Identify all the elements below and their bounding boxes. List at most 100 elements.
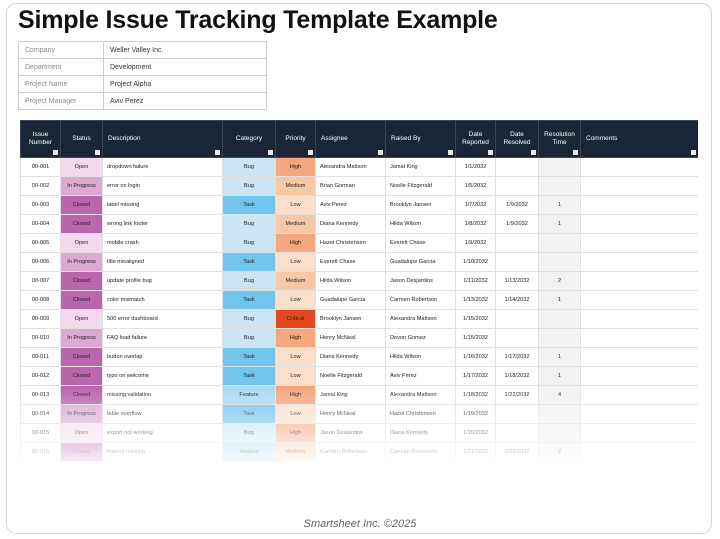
- cell: Carmen Robertson: [385, 290, 456, 310]
- cell: Jason Desjardins: [315, 423, 386, 443]
- cell: Closed: [60, 385, 103, 405]
- cell: Low: [275, 252, 316, 272]
- cell: wrong link footer: [102, 214, 223, 234]
- cell: [495, 233, 539, 253]
- cell: Critical: [275, 309, 316, 329]
- cell: table overflow: [102, 404, 223, 424]
- cell: Bug: [222, 328, 276, 348]
- cell: 1/15/2032: [455, 309, 496, 329]
- cell: [538, 309, 581, 329]
- cell: [495, 157, 539, 177]
- cell: 1/11/2032: [455, 271, 496, 291]
- cell: error on login: [102, 176, 223, 196]
- cell: Brian Gorman: [315, 176, 386, 196]
- issue-row: 00-006 In Progress title misaligned Task Low…: [20, 252, 699, 272]
- cell: 1/19/2032: [455, 404, 496, 424]
- cell: Alexandra Mattson: [385, 309, 456, 329]
- cell: 00-016: [20, 442, 61, 462]
- cell: 1/22/2032: [495, 385, 539, 405]
- issue-row: 00-008 Closed color mismatch Task Low Guadalu…: [20, 290, 699, 310]
- cell: Bug: [222, 176, 276, 196]
- cell: Closed: [60, 347, 103, 367]
- cell: 500 error dashboard: [102, 309, 223, 329]
- cell: 1: [538, 195, 581, 215]
- cell: feature missing: [102, 442, 223, 462]
- cell: 00-013: [20, 385, 61, 405]
- cell: 1/15/2032: [455, 328, 496, 348]
- cell: Bug: [222, 309, 276, 329]
- cell: Task: [222, 252, 276, 272]
- cell: [538, 252, 581, 272]
- cell: Medium: [275, 271, 316, 291]
- cell: Aviv Perez: [385, 366, 456, 386]
- cell: Closed: [60, 214, 103, 234]
- filter-icon: [215, 150, 220, 155]
- cell: In Progress: [60, 328, 103, 348]
- cell: Jason Desjardins: [385, 271, 456, 291]
- table-wrap: Issue Number Status Description Category Pri…: [20, 120, 699, 462]
- cell: [538, 157, 581, 177]
- cell: Hazel Christensen: [315, 233, 386, 253]
- cell: Jamal King: [385, 157, 456, 177]
- cell: Task: [222, 347, 276, 367]
- cell: [495, 252, 539, 272]
- cell: 1/1/2032: [455, 157, 496, 177]
- info-label: Project Manager: [18, 92, 104, 110]
- cell: 1/7/2032: [455, 195, 496, 215]
- cell: label missing: [102, 195, 223, 215]
- cell: Low: [275, 404, 316, 424]
- cell: Diana Kennedy: [315, 347, 386, 367]
- cell: 00-009: [20, 309, 61, 329]
- cell: [580, 366, 699, 386]
- filter-icon: [531, 150, 536, 155]
- issue-row: 00-014 In Progress table overflow Task Low He…: [20, 404, 699, 424]
- info-row: Project Manager Aviv Perez: [18, 92, 267, 110]
- cell: 00-012: [20, 366, 61, 386]
- cell: Low: [275, 195, 316, 215]
- info-row: Project Name Project Alpha: [18, 75, 267, 93]
- column-header: Resolution Time: [538, 120, 581, 158]
- cell: 00-001: [20, 157, 61, 177]
- cell: 1: [538, 214, 581, 234]
- cell: color mismatch: [102, 290, 223, 310]
- column-header: Description: [102, 120, 223, 158]
- cell: 00-008: [20, 290, 61, 310]
- cell: [580, 233, 699, 253]
- cell: 1/16/2032: [455, 347, 496, 367]
- column-header: Comments: [580, 120, 699, 158]
- cell: Low: [275, 347, 316, 367]
- footer: Smartsheet Inc. ©2025: [303, 518, 417, 530]
- cell: 1/17/2032: [495, 347, 539, 367]
- cell: In Progress: [60, 176, 103, 196]
- cell: Hilda Wilson: [315, 271, 386, 291]
- info-label: Project Name: [18, 75, 104, 93]
- cell: 00-003: [20, 195, 61, 215]
- cell: High: [275, 233, 316, 253]
- info-row: Company Weller Valley Inc.: [18, 41, 267, 59]
- cell: Bug: [222, 214, 276, 234]
- cell: Everett Chase: [385, 233, 456, 253]
- issue-row: 00-013 Closed missing validation Feature Hig…: [20, 385, 699, 405]
- cell: Diana Kennedy: [385, 423, 456, 443]
- cell: High: [275, 423, 316, 443]
- cell: Alexandra Mattson: [315, 157, 386, 177]
- cell: [580, 347, 699, 367]
- cell: Open: [60, 309, 103, 329]
- cell: export not working: [102, 423, 223, 443]
- cell: [538, 404, 581, 424]
- cell: Closed: [60, 290, 103, 310]
- cell: [580, 176, 699, 196]
- filter-icon: [448, 150, 453, 155]
- cell: Alexandra Mattson: [385, 385, 456, 405]
- cell: Bug: [222, 233, 276, 253]
- info-value: Development: [103, 58, 267, 76]
- cell: 4: [538, 385, 581, 405]
- cell: 1/13/2032: [495, 271, 539, 291]
- cell: High: [275, 328, 316, 348]
- cell: Hilda Wilson: [385, 347, 456, 367]
- cell: Aviv Perez: [315, 195, 386, 215]
- cell: Medium: [275, 442, 316, 462]
- cell: Bug: [222, 157, 276, 177]
- issue-row: 00-015 Open export not working Bug High Jason…: [20, 423, 699, 443]
- issue-table: Issue Number Status Description Category Pri…: [20, 120, 699, 462]
